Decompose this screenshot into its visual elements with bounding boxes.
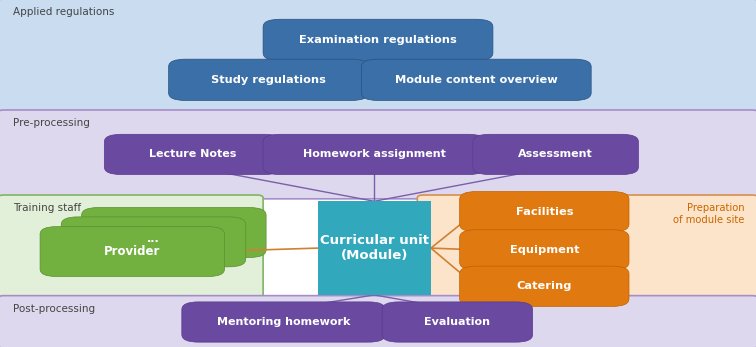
FancyBboxPatch shape xyxy=(263,19,493,60)
Text: Catering: Catering xyxy=(516,281,572,291)
Text: Post-processing: Post-processing xyxy=(13,304,95,314)
FancyBboxPatch shape xyxy=(104,134,281,175)
Text: Equipment: Equipment xyxy=(510,245,579,255)
FancyBboxPatch shape xyxy=(82,208,266,257)
Text: Examination regulations: Examination regulations xyxy=(299,35,457,45)
Text: Training staff: Training staff xyxy=(13,203,81,213)
Text: Pre-processing: Pre-processing xyxy=(13,118,90,128)
FancyBboxPatch shape xyxy=(361,59,591,101)
Text: ...: ... xyxy=(147,234,160,244)
Text: Lecture Notes: Lecture Notes xyxy=(149,150,237,159)
FancyBboxPatch shape xyxy=(0,296,756,347)
FancyBboxPatch shape xyxy=(0,195,263,299)
FancyBboxPatch shape xyxy=(40,227,225,277)
FancyBboxPatch shape xyxy=(473,134,638,175)
Text: Facilities: Facilities xyxy=(516,207,573,217)
Text: Evaluation: Evaluation xyxy=(424,317,491,327)
Text: Mentoring homework: Mentoring homework xyxy=(217,317,350,327)
FancyBboxPatch shape xyxy=(460,266,629,306)
FancyBboxPatch shape xyxy=(460,230,629,270)
Text: Study regulations: Study regulations xyxy=(211,75,326,85)
FancyBboxPatch shape xyxy=(181,302,386,342)
FancyBboxPatch shape xyxy=(61,217,246,267)
Text: Provider: Provider xyxy=(104,245,160,258)
Text: Module content overview: Module content overview xyxy=(395,75,558,85)
Text: Applied regulations: Applied regulations xyxy=(13,7,114,17)
Text: ...: ... xyxy=(168,225,180,235)
Text: Homework assignment: Homework assignment xyxy=(303,150,445,159)
FancyBboxPatch shape xyxy=(382,302,532,342)
FancyBboxPatch shape xyxy=(169,59,368,101)
FancyBboxPatch shape xyxy=(263,134,485,175)
FancyBboxPatch shape xyxy=(417,195,756,299)
Text: Curricular unit
(Module): Curricular unit (Module) xyxy=(320,234,429,262)
FancyBboxPatch shape xyxy=(460,192,629,232)
FancyBboxPatch shape xyxy=(318,201,431,295)
FancyBboxPatch shape xyxy=(0,0,756,114)
Text: Assessment: Assessment xyxy=(519,150,593,159)
Text: Preparation
of module site: Preparation of module site xyxy=(674,203,745,225)
FancyBboxPatch shape xyxy=(0,110,756,199)
